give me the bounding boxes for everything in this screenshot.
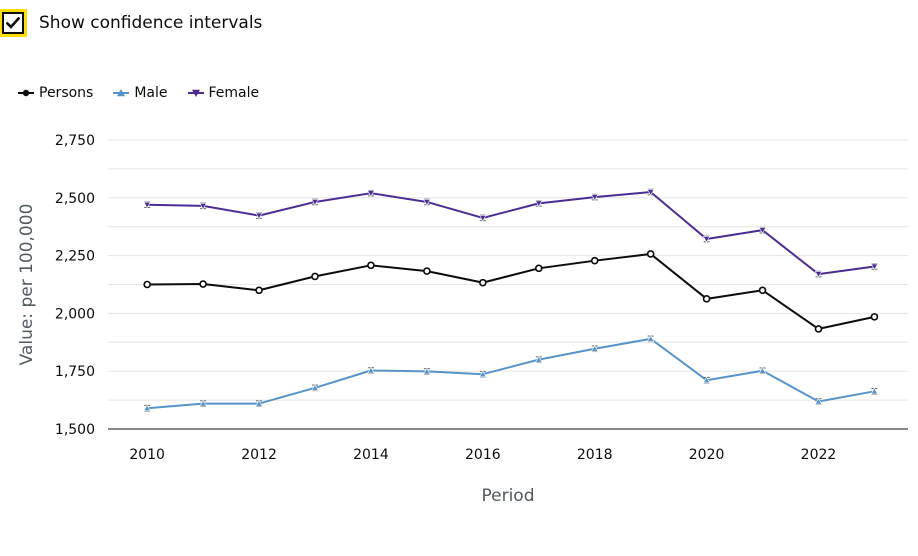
- data-point: [479, 370, 487, 378]
- x-tick-label: 2014: [353, 447, 389, 463]
- data-point: [367, 190, 375, 197]
- series-line-male: [147, 337, 875, 410]
- legend-label: Persons: [39, 85, 94, 101]
- data-point: [591, 194, 599, 201]
- data-point: [423, 199, 431, 206]
- y-tick-label: 2,500: [55, 191, 95, 207]
- data-point: [702, 376, 711, 384]
- data-point: [311, 199, 319, 206]
- data-point: [814, 271, 823, 278]
- data-point: [758, 286, 767, 295]
- y-tick-label: 1,500: [55, 422, 95, 438]
- data-point: [534, 264, 543, 273]
- data-point: [591, 344, 599, 352]
- data-point: [311, 272, 319, 281]
- x-tick-label: 2012: [241, 447, 277, 463]
- data-point: [870, 263, 879, 271]
- data-point: [143, 201, 151, 209]
- chart-legend: Persons Male Female: [18, 85, 279, 101]
- legend-marker-icon: [113, 89, 130, 97]
- data-point: [311, 384, 319, 391]
- data-point: [758, 227, 767, 234]
- data-point: [758, 366, 767, 374]
- data-point: [423, 267, 431, 275]
- legend-label: Male: [134, 85, 168, 101]
- data-point: [870, 313, 879, 321]
- y-tick-label: 2,250: [55, 249, 95, 265]
- data-point: [199, 203, 207, 210]
- data-point: [702, 295, 711, 303]
- data-point: [814, 325, 823, 333]
- y-tick-label: 1,750: [55, 364, 95, 380]
- x-tick-label: 2016: [465, 447, 501, 463]
- data-point: [255, 286, 263, 295]
- y-tick-label: 2,750: [55, 133, 95, 149]
- x-tick-label: 2020: [689, 447, 725, 463]
- data-point: [143, 404, 151, 412]
- data-point: [535, 200, 543, 208]
- data-point: [535, 355, 543, 363]
- data-point: [367, 261, 375, 270]
- data-point: [702, 236, 711, 243]
- series-line-female: [147, 191, 875, 276]
- data-point: [646, 189, 655, 196]
- ci-label: Show confidence intervals: [39, 13, 263, 33]
- legend-marker-icon: [18, 89, 34, 97]
- legend-marker-icon: [187, 89, 204, 97]
- legend-item-male: Male: [113, 85, 168, 101]
- data-point: [590, 256, 599, 265]
- x-axis-title: Period: [481, 486, 534, 506]
- data-point: [646, 335, 655, 342]
- series-line-persons: [147, 252, 875, 330]
- y-axis-title: Value: per 100,000: [17, 204, 37, 366]
- data-point: [199, 399, 207, 407]
- legend-item-female: Female: [187, 85, 260, 101]
- data-point: [814, 397, 823, 405]
- data-point: [423, 367, 431, 375]
- data-point: [646, 250, 655, 258]
- x-tick-label: 2010: [129, 447, 165, 463]
- data-point: [479, 215, 487, 222]
- data-point: [479, 278, 487, 287]
- legend-item-persons: Persons: [18, 85, 93, 101]
- data-point: [870, 387, 879, 395]
- data-point: [367, 366, 375, 374]
- confidence-interval-toggle[interactable]: Show confidence intervals: [0, 8, 262, 38]
- x-tick-label: 2022: [801, 447, 837, 463]
- checkmark-icon: [6, 17, 20, 29]
- data-point: [143, 280, 151, 289]
- x-tick-label: 2018: [577, 447, 613, 463]
- data-point: [255, 399, 263, 407]
- legend-label: Female: [208, 85, 260, 101]
- ci-checkbox[interactable]: [0, 9, 27, 37]
- data-point: [255, 212, 263, 220]
- y-tick-label: 2,000: [55, 306, 95, 322]
- data-point: [199, 280, 207, 288]
